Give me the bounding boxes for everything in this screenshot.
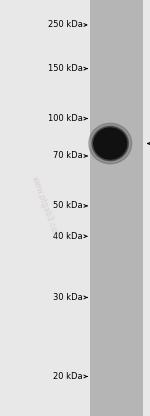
- Bar: [90, 0, 142, 416]
- Ellipse shape: [89, 123, 132, 164]
- Text: 50 kDa: 50 kDa: [53, 201, 82, 210]
- Text: 250 kDa: 250 kDa: [48, 20, 82, 30]
- Text: 100 kDa: 100 kDa: [48, 114, 82, 123]
- Text: 30 kDa: 30 kDa: [53, 293, 82, 302]
- Text: www.ptgab3.com: www.ptgab3.com: [29, 175, 61, 241]
- Ellipse shape: [94, 128, 127, 159]
- Text: 40 kDa: 40 kDa: [53, 232, 82, 241]
- Text: 70 kDa: 70 kDa: [53, 151, 82, 161]
- Text: 20 kDa: 20 kDa: [53, 372, 82, 381]
- Ellipse shape: [92, 126, 128, 161]
- Text: 150 kDa: 150 kDa: [48, 64, 82, 73]
